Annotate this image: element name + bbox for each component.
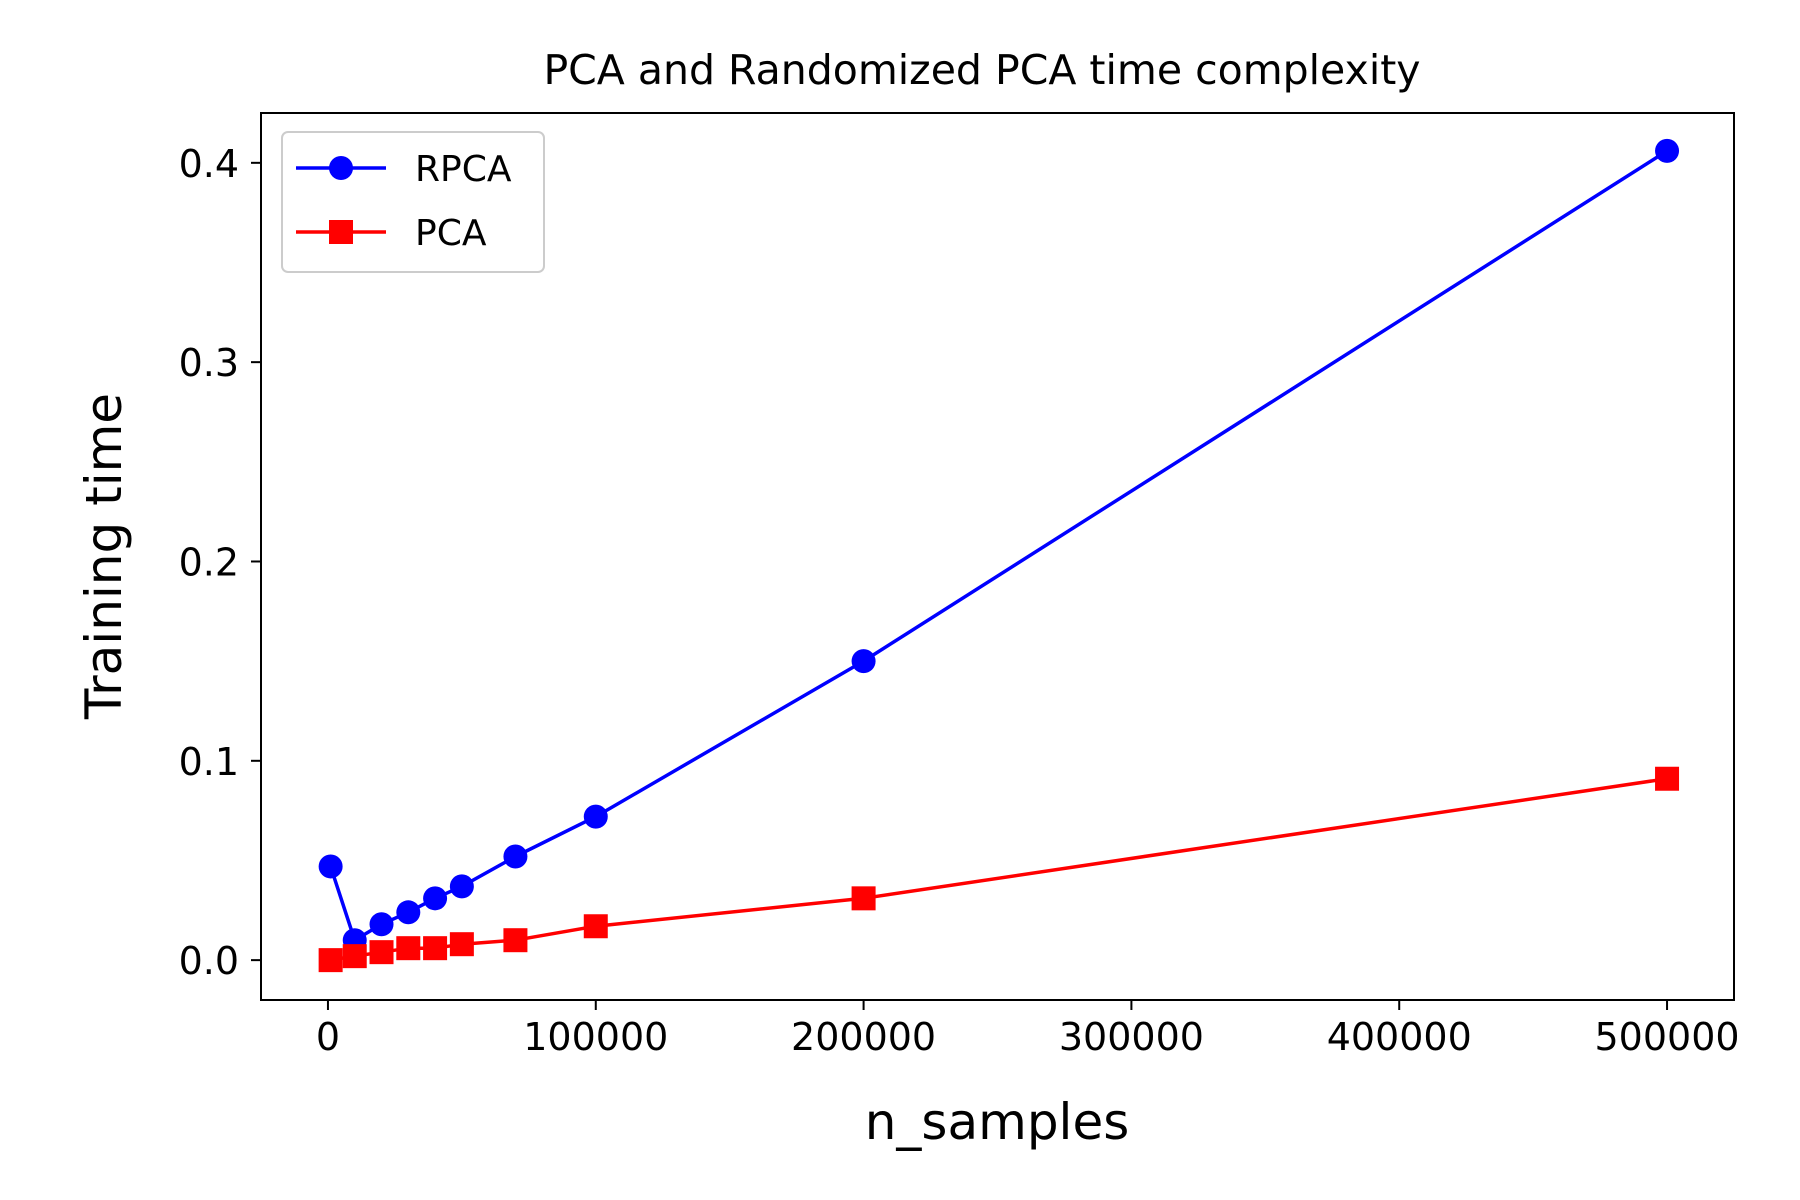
pca-point — [449, 932, 474, 957]
y-tick-label: 0.3 — [179, 341, 239, 385]
legend-rpca-label: RPCA — [415, 149, 512, 190]
rpca-point — [369, 912, 394, 937]
x-tick-label: 100000 — [523, 1015, 668, 1059]
pca-point — [369, 940, 394, 965]
y-axis-label: Training time — [75, 393, 133, 720]
series-layer — [318, 138, 1680, 973]
pca-point — [851, 886, 876, 911]
chart-title: PCA and Randomized PCA time complexity — [543, 46, 1420, 94]
y-tick-label: 0.0 — [179, 939, 239, 983]
rpca-point — [583, 804, 608, 829]
rpca-point — [851, 649, 876, 674]
y-tick-label: 0.1 — [179, 740, 239, 784]
x-axis-label: n_samples — [865, 1093, 1130, 1151]
pca-point — [583, 914, 608, 939]
x-tick-label: 300000 — [1059, 1015, 1204, 1059]
rpca-point — [449, 874, 474, 899]
pca-point — [423, 936, 448, 961]
plot-frame — [260, 112, 1735, 1001]
y-tick-label: 0.4 — [179, 142, 239, 186]
legend: RPCA PCA — [281, 131, 545, 273]
rpca-point — [1655, 138, 1680, 163]
legend-rpca-marker — [329, 156, 353, 180]
legend-pca-marker — [329, 220, 353, 244]
x-tick-label: 400000 — [1327, 1015, 1472, 1059]
pca-point — [503, 928, 528, 953]
plot-area: 0 100000 200000 300000 400000 500000 0.00.10.… — [179, 112, 1740, 1059]
x-tick-label: 0 — [316, 1015, 340, 1059]
x-tick-label: 500000 — [1595, 1015, 1740, 1059]
rpca-point — [423, 886, 448, 911]
pca-point — [342, 944, 367, 969]
y-axis: 0.0 0.1 0.2 0.3 0.4 — [179, 142, 261, 983]
pca-series-line — [330, 776, 1668, 962]
rpca-series-line — [328, 149, 1668, 942]
legend-pca-label: PCA — [415, 213, 487, 254]
rpca-point — [503, 844, 528, 869]
rpca-point — [396, 900, 421, 925]
pca-point — [1655, 766, 1680, 791]
x-tick-label: 200000 — [791, 1015, 936, 1059]
x-axis: 0 100000 200000 300000 400000 500000 — [316, 1000, 1740, 1059]
pca-point — [396, 936, 421, 961]
rpca-point — [318, 854, 343, 879]
pca-point — [318, 948, 343, 973]
y-tick-label: 0.2 — [179, 540, 239, 584]
